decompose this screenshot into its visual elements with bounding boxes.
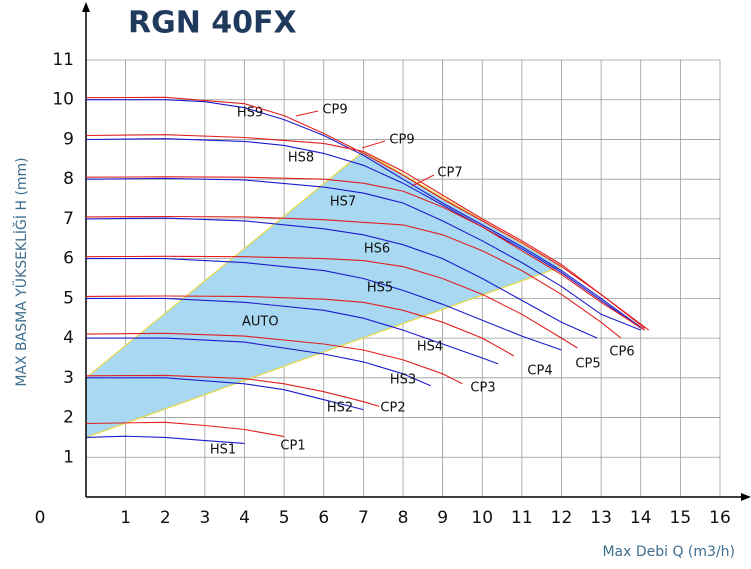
pump-curve: [85, 96, 650, 331]
leader: [411, 174, 435, 187]
pump-curve: [85, 215, 622, 339]
curve-label: CP9: [389, 133, 414, 148]
x-tick-label: 1: [120, 508, 131, 528]
curve-label: CP3: [470, 381, 495, 396]
curve-label: HS3: [390, 373, 416, 388]
pump-curve: [85, 255, 578, 349]
x-tick-label: 15: [670, 508, 692, 528]
pump-curve: [85, 435, 245, 444]
curve-label: CP6: [609, 345, 634, 360]
curve-label: CP5: [575, 357, 600, 372]
pump-curve: [85, 332, 463, 385]
y-tick-label: 11: [52, 50, 74, 70]
pump-curve: [86, 258, 562, 351]
curve-label: CP2: [380, 401, 405, 416]
curve-label: CP9: [322, 103, 347, 118]
y-axis-label: MAX BASMA YÜKSEKLİĞİ H (mm): [12, 157, 30, 386]
y-tick-label: 3: [63, 368, 74, 388]
x-tick-label: 4: [239, 508, 250, 528]
curve-label: HS7: [330, 195, 356, 210]
curve-label: HS8: [288, 151, 314, 166]
x-tick-label: 12: [551, 508, 573, 528]
y-tick-label: 7: [63, 209, 74, 229]
x-tick-label: 3: [199, 508, 210, 528]
x-tick-label: 6: [318, 508, 329, 528]
pump-curve: [85, 295, 515, 357]
x-tick-label: 8: [398, 508, 409, 528]
pump-curve: [86, 377, 364, 411]
curve-label: HS4: [417, 340, 443, 355]
pump-curve: [86, 297, 499, 365]
y-tick-label: 1: [63, 447, 74, 467]
y-tick-label: 4: [63, 328, 74, 348]
y-tick-label: 5: [63, 288, 74, 308]
pump-curve: [85, 217, 598, 339]
x-tick-label: 2: [160, 508, 171, 528]
y-axis-arrow: [82, 2, 90, 12]
x-tick-label: 14: [630, 508, 652, 528]
x-axis-arrow: [741, 493, 751, 501]
curve-label: HS5: [367, 281, 393, 296]
y-tick-label: 6: [63, 249, 74, 269]
pump-curve: [86, 337, 431, 387]
pump-curve: [85, 421, 285, 438]
curve-label: HS2: [327, 401, 353, 416]
x-tick-label: 7: [358, 508, 369, 528]
x-tick-label: 9: [437, 508, 448, 528]
pump-curve: [85, 134, 646, 329]
y-tick-label: 8: [63, 169, 74, 189]
pump-curve: [86, 99, 646, 331]
pump-curve: [85, 177, 642, 331]
x-tick-label: 16: [709, 508, 731, 528]
curve-label: CP4: [527, 364, 552, 379]
pump-curve: [85, 176, 645, 331]
y-tick-label: 2: [63, 408, 74, 428]
curve-label: HS6: [364, 242, 390, 257]
x-tick-label: 10: [471, 508, 493, 528]
x-tick-label: 5: [279, 508, 290, 528]
leader: [361, 140, 386, 149]
y-tick-label: 9: [63, 129, 74, 149]
auto-label: AUTO: [242, 315, 279, 330]
pump-curve: [85, 374, 380, 407]
x-axis-label: Max Debi Q (m3/h): [602, 544, 735, 560]
curve-label: HS9: [237, 106, 263, 121]
curve-label: HS1: [210, 443, 236, 458]
chart-title: RGN 40FX: [128, 6, 297, 41]
curve-label: CP1: [280, 439, 305, 454]
pump-curve: [85, 138, 642, 329]
y-tick-label: 10: [52, 90, 74, 110]
x-tick-label: 13: [590, 508, 612, 528]
leader: [295, 110, 319, 117]
x-tick-label: 11: [511, 508, 533, 528]
x-tick-label: 0: [35, 508, 46, 528]
curve-label: CP7: [437, 166, 462, 181]
